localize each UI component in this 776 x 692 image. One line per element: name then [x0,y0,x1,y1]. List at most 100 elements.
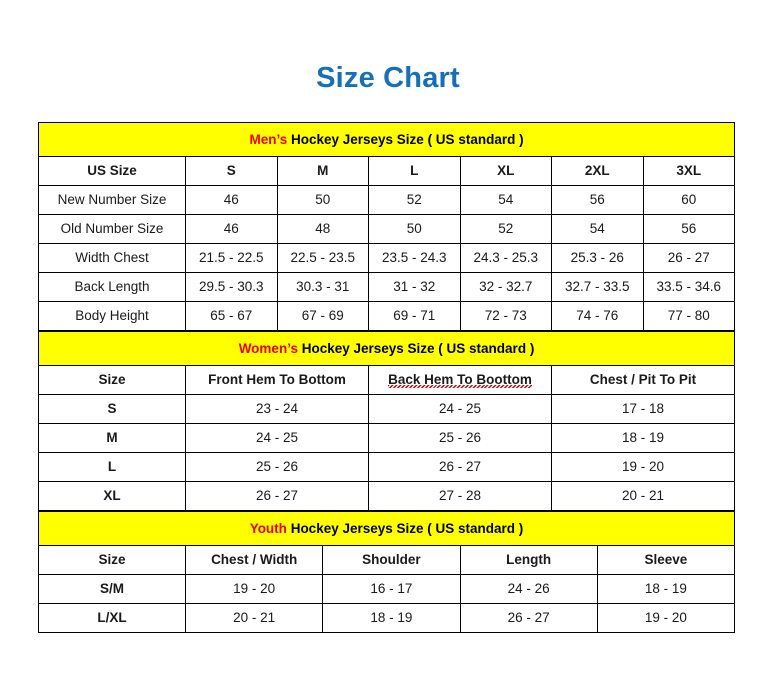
youth-header-cell: Length [459,545,598,575]
data-cell: 19 - 20 [551,452,735,482]
row-label: M [38,423,186,453]
data-cell: 67 - 69 [276,301,369,331]
womens-banner-rest: Hockey Jerseys Size ( US standard ) [297,341,535,356]
table-row: New Number Size 46 50 52 54 56 60 [38,185,736,215]
table-row: Body Height 65 - 67 67 - 69 69 - 71 72 -… [38,301,736,331]
table-row: Width Chest 21.5 - 22.5 22.5 - 23.5 23.5… [38,243,736,273]
data-cell: 26 - 27 [185,481,369,511]
data-cell: 16 - 17 [322,574,461,604]
youth-header-cell: Chest / Width [184,545,324,575]
mens-header-cell: L [368,156,461,186]
data-cell: 19 - 20 [184,574,324,604]
data-cell: 18 - 19 [322,603,461,633]
data-cell: 25 - 26 [185,452,369,482]
row-label: L [38,452,186,482]
data-cell: 50 [276,185,369,215]
data-cell: 25 - 26 [368,423,552,453]
data-cell: 20 - 21 [551,481,735,511]
data-cell: 60 [642,185,736,215]
table-row: Back Length 29.5 - 30.3 30.3 - 31 31 - 3… [38,272,736,302]
data-cell: 26 - 27 [459,603,598,633]
data-cell: 18 - 19 [551,423,735,453]
data-cell: 69 - 71 [368,301,461,331]
data-cell: 32.7 - 33.5 [551,272,644,302]
womens-band-row: Women’s Hockey Jerseys Size ( US standar… [38,331,735,366]
mens-header-cell: 3XL [642,156,736,186]
data-cell: 22.5 - 23.5 [276,243,369,273]
youth-band-row: Youth Hockey Jerseys Size ( US standard … [38,511,735,546]
row-label: L/XL [38,603,186,633]
youth-header-cell: Size [38,545,186,575]
youth-header-cell: Shoulder [322,545,461,575]
youth-header-cell: Sleeve [596,545,736,575]
youth-header-row: Size Chest / Width Shoulder Length Sleev… [38,545,736,575]
data-cell: 24 - 25 [368,394,552,424]
row-label: Back Length [38,272,186,302]
youth-section-banner: Youth Hockey Jerseys Size ( US standard … [38,511,735,546]
mens-header-row: US Size S M L XL 2XL 3XL [38,156,736,186]
data-cell: 23.5 - 24.3 [368,243,461,273]
youth-banner-accent: Youth [249,521,287,536]
data-cell: 20 - 21 [184,603,324,633]
womens-section-banner: Women’s Hockey Jerseys Size ( US standar… [38,331,735,366]
mens-size-table: Men’s Hockey Jerseys Size ( US standard … [37,122,736,331]
data-cell: 32 - 32.7 [459,272,552,302]
data-cell: 26 - 27 [368,452,552,482]
mens-banner-rest: Hockey Jerseys Size ( US standard ) [287,132,524,147]
row-label: S/M [38,574,186,604]
mens-header-cell: 2XL [551,156,644,186]
womens-size-table: Women’s Hockey Jerseys Size ( US standar… [38,331,735,511]
mens-band-row: Men’s Hockey Jerseys Size ( US standard … [37,122,736,157]
table-row: Old Number Size 46 48 50 52 54 56 [38,214,736,244]
womens-header-cell: Front Hem To Bottom [185,365,369,395]
mens-header-cell: S [185,156,278,186]
data-cell: 31 - 32 [368,272,461,302]
data-cell: 19 - 20 [596,603,736,633]
data-cell: 27 - 28 [368,481,552,511]
womens-header-cell: Back Hem To Boottom [368,365,552,395]
row-label: Old Number Size [38,214,186,244]
table-row: M 24 - 25 25 - 26 18 - 19 [38,423,735,453]
page-title: Size Chart [316,62,460,94]
data-cell: 46 [185,185,278,215]
data-cell: 52 [459,214,552,244]
data-cell: 54 [459,185,552,215]
size-chart-tables: Men’s Hockey Jerseys Size ( US standard … [37,122,736,633]
data-cell: 17 - 18 [551,394,735,424]
youth-banner-rest: Hockey Jerseys Size ( US standard ) [286,521,524,536]
mens-header-cell: M [276,156,369,186]
data-cell: 52 [368,185,461,215]
data-cell: 46 [185,214,278,244]
data-cell: 18 - 19 [596,574,736,604]
womens-banner-accent: Women’s [238,341,298,356]
row-label: Width Chest [38,243,186,273]
data-cell: 21.5 - 22.5 [185,243,278,273]
mens-header-cell: US Size [38,156,186,186]
data-cell: 33.5 - 34.6 [642,272,736,302]
table-row: L 25 - 26 26 - 27 19 - 20 [38,452,735,482]
data-cell: 50 [368,214,461,244]
data-cell: 74 - 76 [551,301,644,331]
data-cell: 77 - 80 [642,301,736,331]
data-cell: 72 - 73 [459,301,552,331]
row-label: Body Height [38,301,186,331]
youth-size-table: Youth Hockey Jerseys Size ( US standard … [38,511,736,633]
womens-header-cell: Chest / Pit To Pit [551,365,735,395]
mens-header-cell: XL [459,156,552,186]
data-cell: 56 [551,185,644,215]
data-cell: 26 - 27 [642,243,736,273]
misspelled-text: Back Hem To Boottom [388,372,532,390]
row-label: New Number Size [38,185,186,215]
data-cell: 25.3 - 26 [551,243,644,273]
data-cell: 24.3 - 25.3 [459,243,552,273]
data-cell: 56 [642,214,736,244]
data-cell: 23 - 24 [185,394,369,424]
data-cell: 29.5 - 30.3 [185,272,278,302]
row-label: XL [38,481,186,511]
data-cell: 24 - 25 [185,423,369,453]
womens-header-row: Size Front Hem To Bottom Back Hem To Boo… [38,365,735,395]
data-cell: 24 - 26 [459,574,598,604]
data-cell: 54 [551,214,644,244]
table-row: L/XL 20 - 21 18 - 19 26 - 27 19 - 20 [38,603,736,633]
